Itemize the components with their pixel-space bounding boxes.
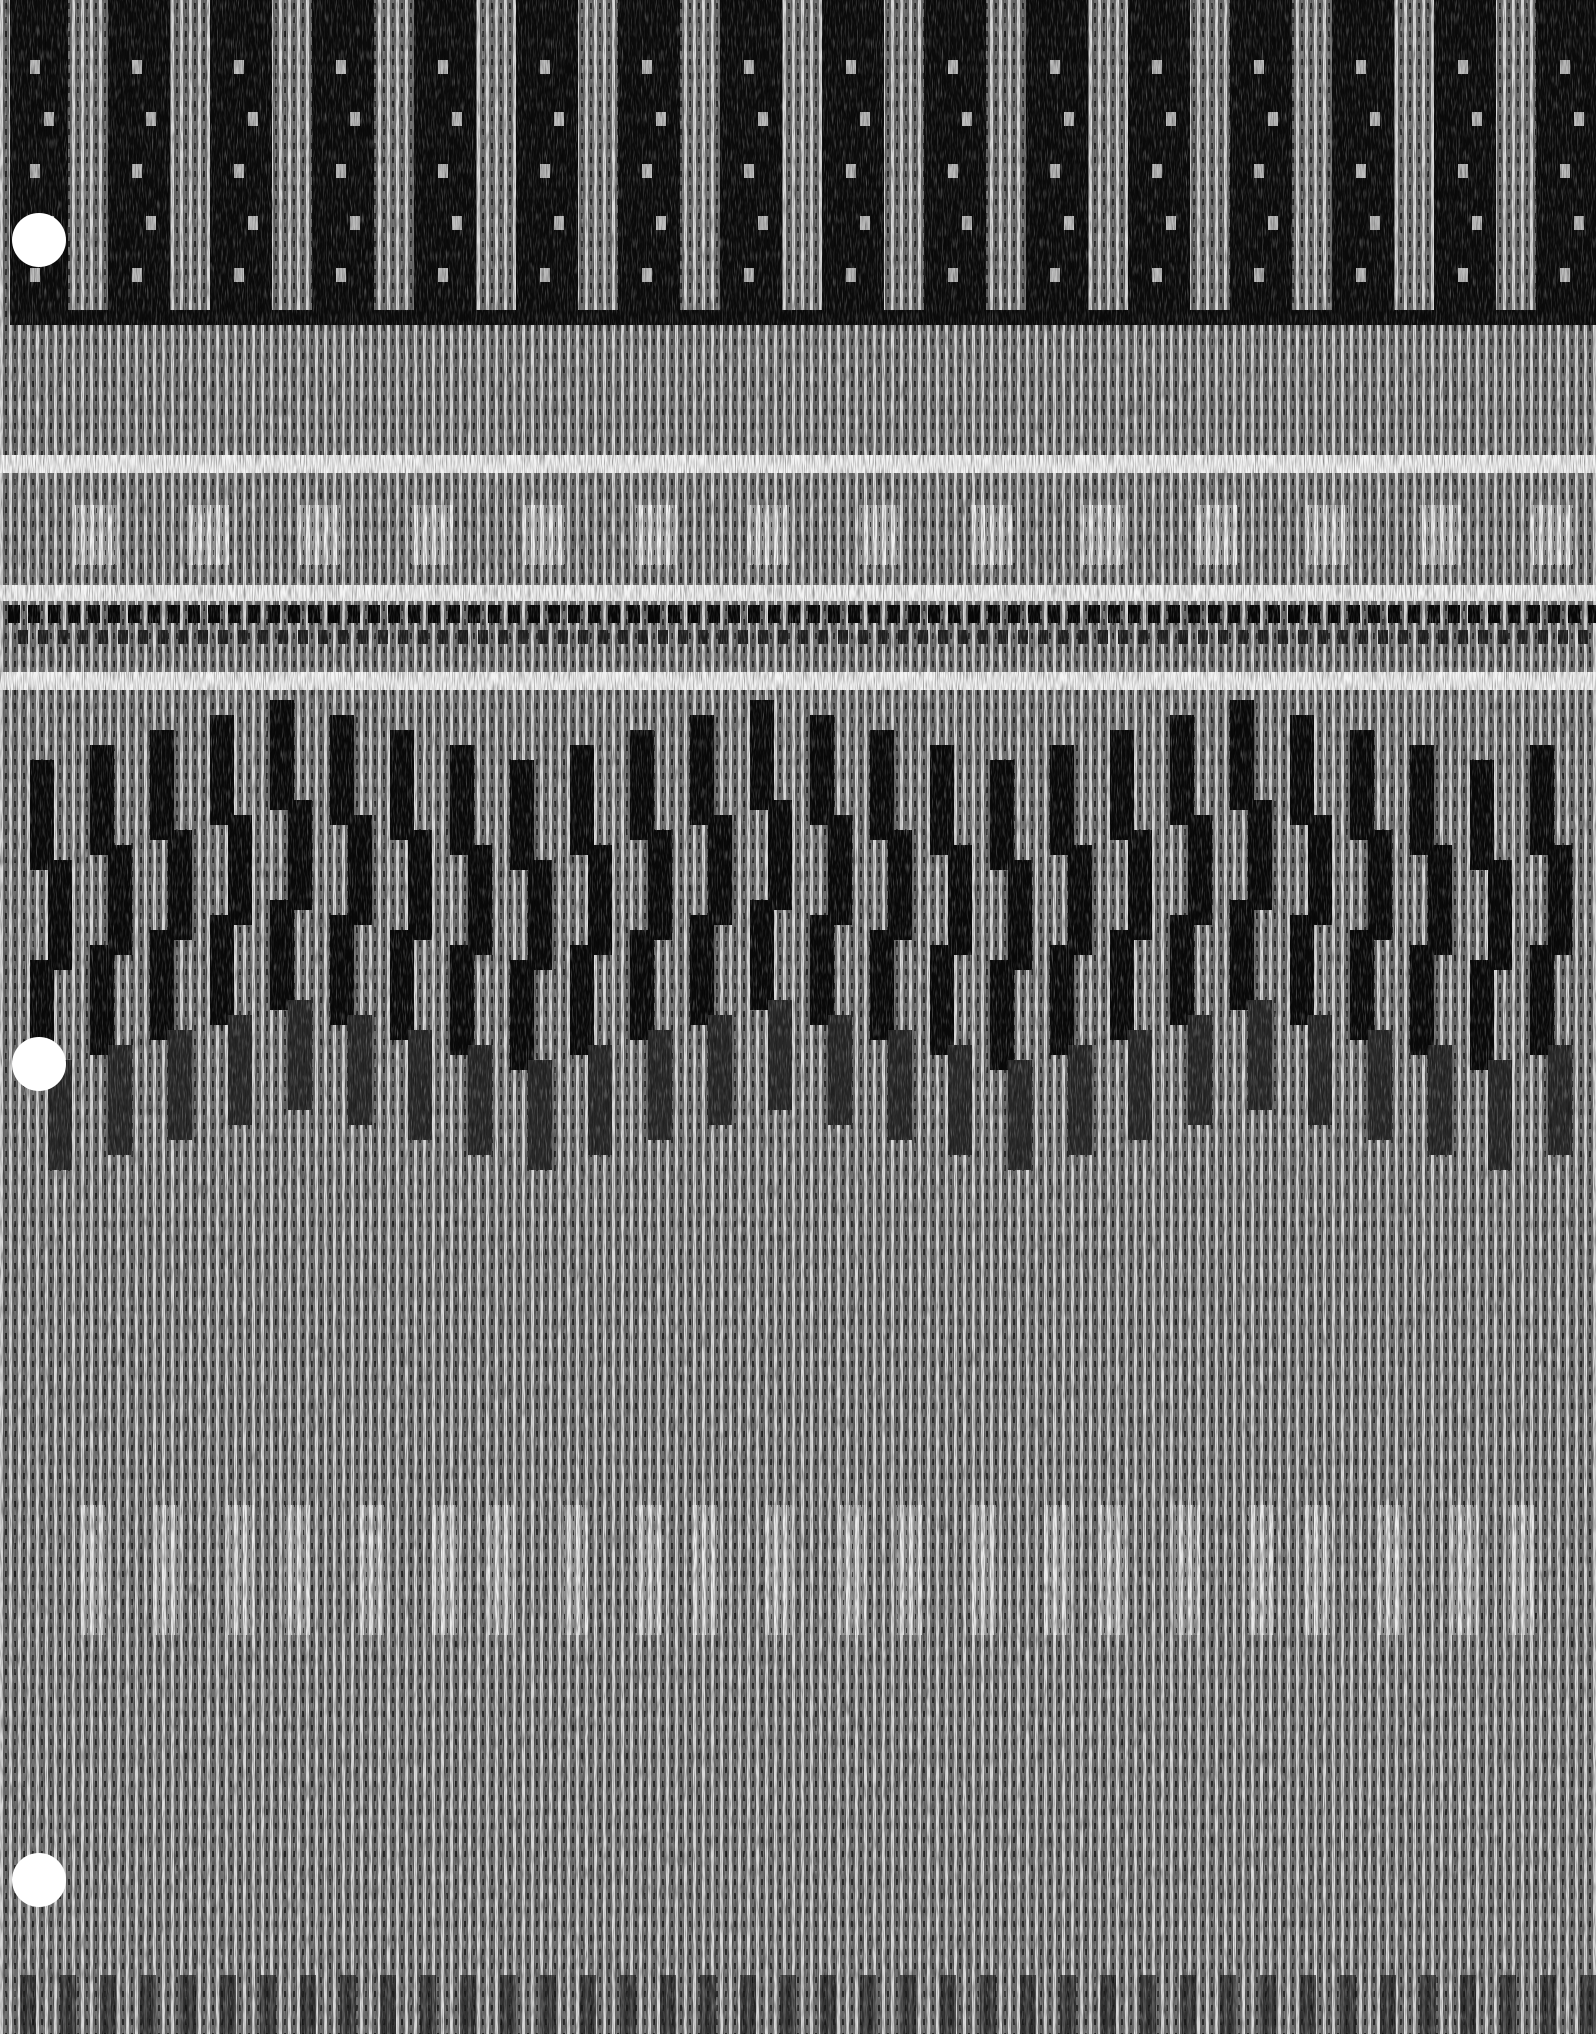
punch-hole [12, 1037, 66, 1091]
punch-hole [12, 213, 66, 267]
punch-hole [12, 1853, 66, 1907]
